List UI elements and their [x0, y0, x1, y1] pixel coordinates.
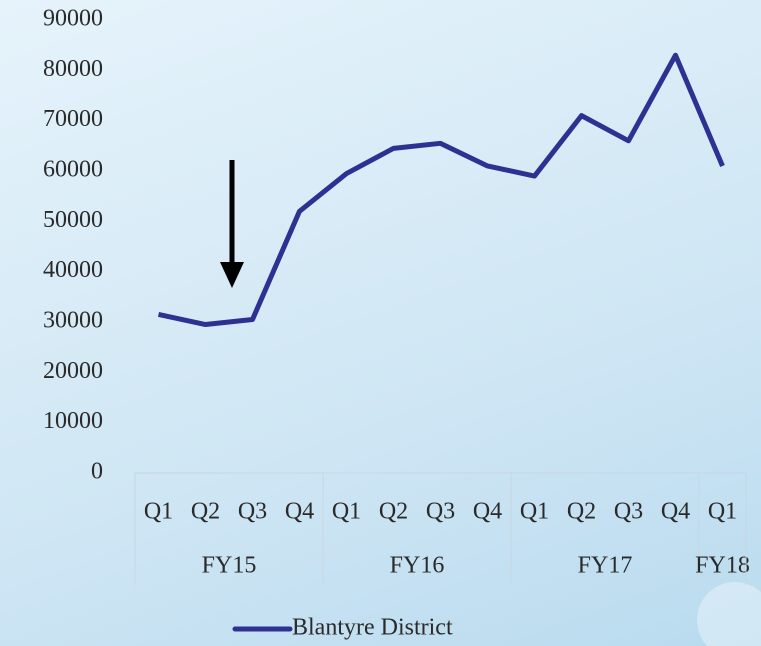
y-tick-label: 70000	[43, 106, 103, 132]
x-tick-label: Q3	[426, 499, 455, 525]
series-line	[157, 52, 725, 328]
x-tick-label: Q2	[567, 499, 596, 525]
x-tick-label: Q4	[285, 499, 314, 525]
y-tick-label: 50000	[43, 207, 103, 233]
x-tick-label: Q1	[520, 499, 549, 525]
group-label: FY15	[202, 553, 257, 579]
x-tick-label: Q2	[379, 499, 408, 525]
x-tick-label: Q4	[661, 499, 690, 525]
y-tick-label: 10000	[43, 408, 103, 434]
x-tick-label: Q3	[238, 499, 267, 525]
group-label: FY16	[390, 553, 445, 579]
decor	[697, 582, 761, 646]
y-tick-label: 80000	[43, 56, 103, 82]
x-tick-label: Q1	[332, 499, 361, 525]
arrow-head	[220, 262, 244, 288]
y-tick-label: 30000	[43, 308, 103, 334]
legend-label: Blantyre District	[292, 615, 453, 641]
x-tick-label: Q1	[708, 499, 737, 525]
group-label: FY17	[578, 553, 633, 579]
y-tick-label: 0	[91, 459, 103, 485]
x-tick-label: Q3	[614, 499, 643, 525]
y-tick-label: 20000	[43, 358, 103, 384]
x-tick-label: Q2	[191, 499, 220, 525]
y-tick-label: 40000	[43, 257, 103, 283]
y-tick-label: 60000	[43, 157, 103, 183]
y-tick-label: 90000	[43, 6, 103, 32]
x-tick-label: Q4	[473, 499, 502, 525]
group-label: FY18	[695, 553, 750, 579]
x-tick-label: Q1	[144, 499, 173, 525]
